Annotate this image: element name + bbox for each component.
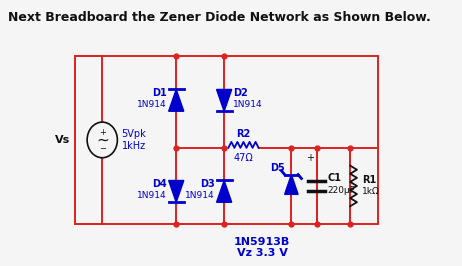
Text: D5: D5 xyxy=(270,163,285,173)
Text: 220μF: 220μF xyxy=(328,186,355,196)
Polygon shape xyxy=(217,181,231,202)
Polygon shape xyxy=(285,174,298,194)
Text: +: + xyxy=(99,127,106,136)
Text: R1: R1 xyxy=(362,175,376,185)
Text: D1: D1 xyxy=(152,88,167,98)
Text: D4: D4 xyxy=(152,180,167,189)
Polygon shape xyxy=(217,89,231,111)
Text: +: + xyxy=(306,153,314,163)
Polygon shape xyxy=(169,89,184,111)
Text: 47Ω: 47Ω xyxy=(234,153,253,163)
Text: Vs: Vs xyxy=(55,135,70,145)
Text: D3: D3 xyxy=(200,180,215,189)
Text: 5Vpk: 5Vpk xyxy=(122,129,146,139)
Polygon shape xyxy=(169,181,184,202)
Text: Vz 3.3 V: Vz 3.3 V xyxy=(237,248,287,258)
Text: D2: D2 xyxy=(233,88,248,98)
Text: ~: ~ xyxy=(96,132,109,147)
Text: −: − xyxy=(99,144,106,153)
Text: 1kΩ: 1kΩ xyxy=(362,187,380,196)
Text: R2: R2 xyxy=(237,129,250,139)
Text: 1N914: 1N914 xyxy=(137,191,167,200)
Text: C1: C1 xyxy=(328,173,341,183)
Text: Next Breadboard the Zener Diode Network as Shown Below.: Next Breadboard the Zener Diode Network … xyxy=(8,11,431,24)
Text: 1kHz: 1kHz xyxy=(122,141,146,151)
Text: 1N914: 1N914 xyxy=(185,191,215,200)
Text: 1N5913B: 1N5913B xyxy=(234,237,290,247)
Text: 1N914: 1N914 xyxy=(233,100,263,109)
Text: 1N914: 1N914 xyxy=(137,100,167,109)
